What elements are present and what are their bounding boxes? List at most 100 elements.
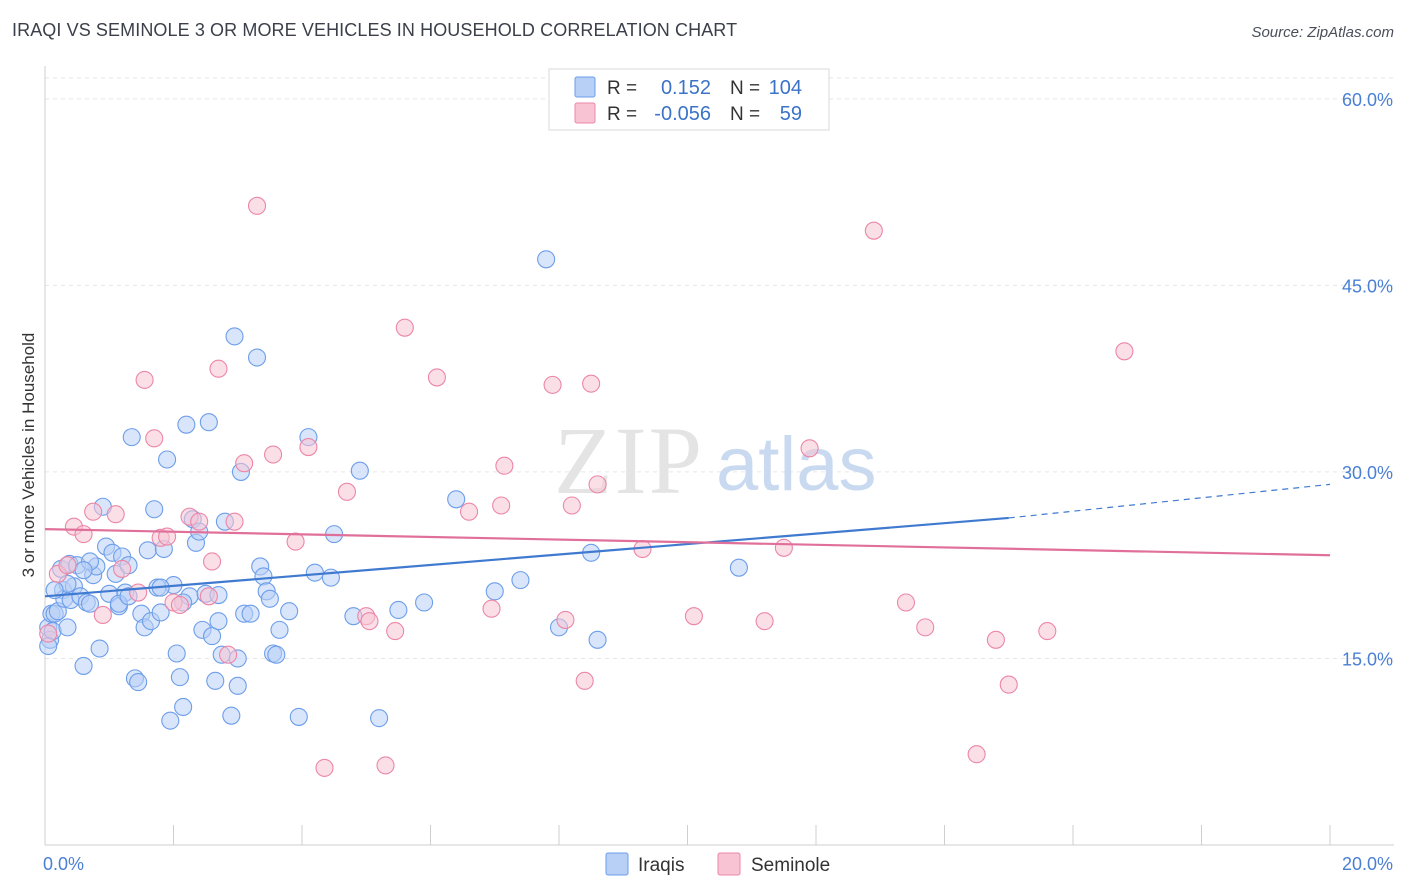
point-iraqis xyxy=(225,327,244,346)
grid-lines xyxy=(45,77,1394,659)
point-iraqis xyxy=(174,697,193,717)
point-iraqis xyxy=(177,415,196,434)
trend-extension-iraqis xyxy=(1008,483,1331,519)
point-seminole xyxy=(386,622,405,641)
watermark-atlas: atlas xyxy=(716,422,877,507)
stats-r-label-iraqis: R = xyxy=(607,78,637,99)
point-iraqis xyxy=(241,604,260,623)
stats-legend-box: R = 0.152 N = 104 R = -0.056 N = 59 xyxy=(548,68,830,131)
point-seminole xyxy=(495,456,514,475)
y-tick-labels: 15.0% 30.0% 45.0% 60.0% xyxy=(1342,90,1393,670)
point-iraqis xyxy=(167,644,186,663)
point-iraqis xyxy=(74,561,93,580)
point-seminole xyxy=(588,475,607,494)
point-iraqis xyxy=(161,711,180,730)
point-iraqis xyxy=(122,428,141,447)
trend-lines xyxy=(44,483,1331,598)
point-iraqis xyxy=(129,673,148,692)
point-seminole xyxy=(170,595,189,615)
watermark: ZIP atlas xyxy=(554,407,877,514)
data-points xyxy=(39,196,1134,777)
point-seminole xyxy=(135,370,154,389)
point-seminole xyxy=(482,599,501,618)
stats-swatch-iraqis xyxy=(574,76,596,98)
point-seminole xyxy=(684,607,703,626)
point-seminole xyxy=(999,675,1018,694)
point-seminole xyxy=(199,587,218,606)
point-seminole xyxy=(315,758,334,777)
point-iraqis xyxy=(370,709,389,728)
point-seminole xyxy=(755,612,774,631)
point-seminole xyxy=(562,496,581,515)
point-iraqis xyxy=(485,582,504,601)
point-seminole xyxy=(299,438,318,457)
point-iraqis xyxy=(199,413,218,432)
point-seminole xyxy=(376,756,395,775)
point-seminole xyxy=(427,368,446,387)
point-seminole xyxy=(93,605,112,624)
point-seminole xyxy=(967,745,986,764)
stats-swatch-seminole xyxy=(574,102,596,124)
point-seminole xyxy=(129,583,148,602)
point-seminole xyxy=(113,559,132,578)
point-iraqis xyxy=(537,250,556,269)
point-iraqis xyxy=(270,620,289,639)
x-tick-label-min: 0.0% xyxy=(43,854,84,874)
y-tick-label: 60.0% xyxy=(1342,90,1393,110)
point-seminole xyxy=(74,525,93,544)
trend-line-iraqis xyxy=(44,516,1009,598)
point-seminole xyxy=(84,502,103,521)
point-iraqis xyxy=(58,618,77,637)
point-seminole xyxy=(203,552,222,571)
point-iraqis xyxy=(203,627,222,646)
point-iraqis xyxy=(209,612,228,631)
legend-swatch-iraqis xyxy=(605,852,629,876)
y-tick-label: 30.0% xyxy=(1342,463,1393,483)
point-iraqis xyxy=(267,645,286,664)
point-iraqis xyxy=(145,500,164,519)
point-seminole xyxy=(986,630,1005,649)
stats-r-label-seminole: R = xyxy=(607,104,637,125)
trend-line-seminole xyxy=(44,528,1331,557)
point-iraqis xyxy=(389,600,408,620)
point-iraqis xyxy=(280,602,299,621)
point-seminole xyxy=(225,512,244,531)
y-axis-label: 3 or more Vehicles in Household xyxy=(19,333,38,578)
point-iraqis xyxy=(415,593,434,612)
axes xyxy=(44,66,1394,846)
point-iraqis xyxy=(74,656,93,675)
point-iraqis xyxy=(289,707,308,726)
point-seminole xyxy=(247,196,267,215)
x-tick-label-max: 20.0% xyxy=(1342,854,1393,874)
chart-title: IRAQI VS SEMINOLE 3 OR MORE VEHICLES IN … xyxy=(12,20,738,40)
point-iraqis xyxy=(254,567,273,586)
point-seminole xyxy=(1038,622,1057,641)
point-seminole xyxy=(916,618,935,637)
point-iraqis xyxy=(151,603,170,622)
point-seminole xyxy=(492,496,511,515)
point-seminole xyxy=(395,318,414,337)
point-seminole xyxy=(209,359,228,378)
point-seminole xyxy=(39,624,58,643)
point-seminole xyxy=(190,512,209,531)
point-seminole xyxy=(556,610,575,629)
point-seminole xyxy=(543,375,562,394)
point-seminole xyxy=(145,429,164,448)
point-iraqis xyxy=(247,348,267,367)
point-seminole xyxy=(106,505,125,524)
point-seminole xyxy=(774,538,793,557)
point-iraqis xyxy=(158,450,177,469)
point-seminole xyxy=(896,593,916,612)
stats-r-value-iraqis: 0.152 xyxy=(661,77,711,99)
point-iraqis xyxy=(170,668,189,687)
point-seminole xyxy=(800,439,819,458)
x-tick-labels: 0.0% 20.0% xyxy=(43,854,1393,874)
stats-r-value-seminole: -0.056 xyxy=(654,103,711,125)
stats-n-label-seminole: N = xyxy=(730,104,760,125)
point-seminole xyxy=(337,482,357,501)
point-iraqis xyxy=(305,563,324,582)
source-credit: Source: ZipAtlas.com xyxy=(1251,24,1394,41)
point-seminole xyxy=(360,612,379,631)
stats-n-label-iraqis: N = xyxy=(730,78,760,99)
